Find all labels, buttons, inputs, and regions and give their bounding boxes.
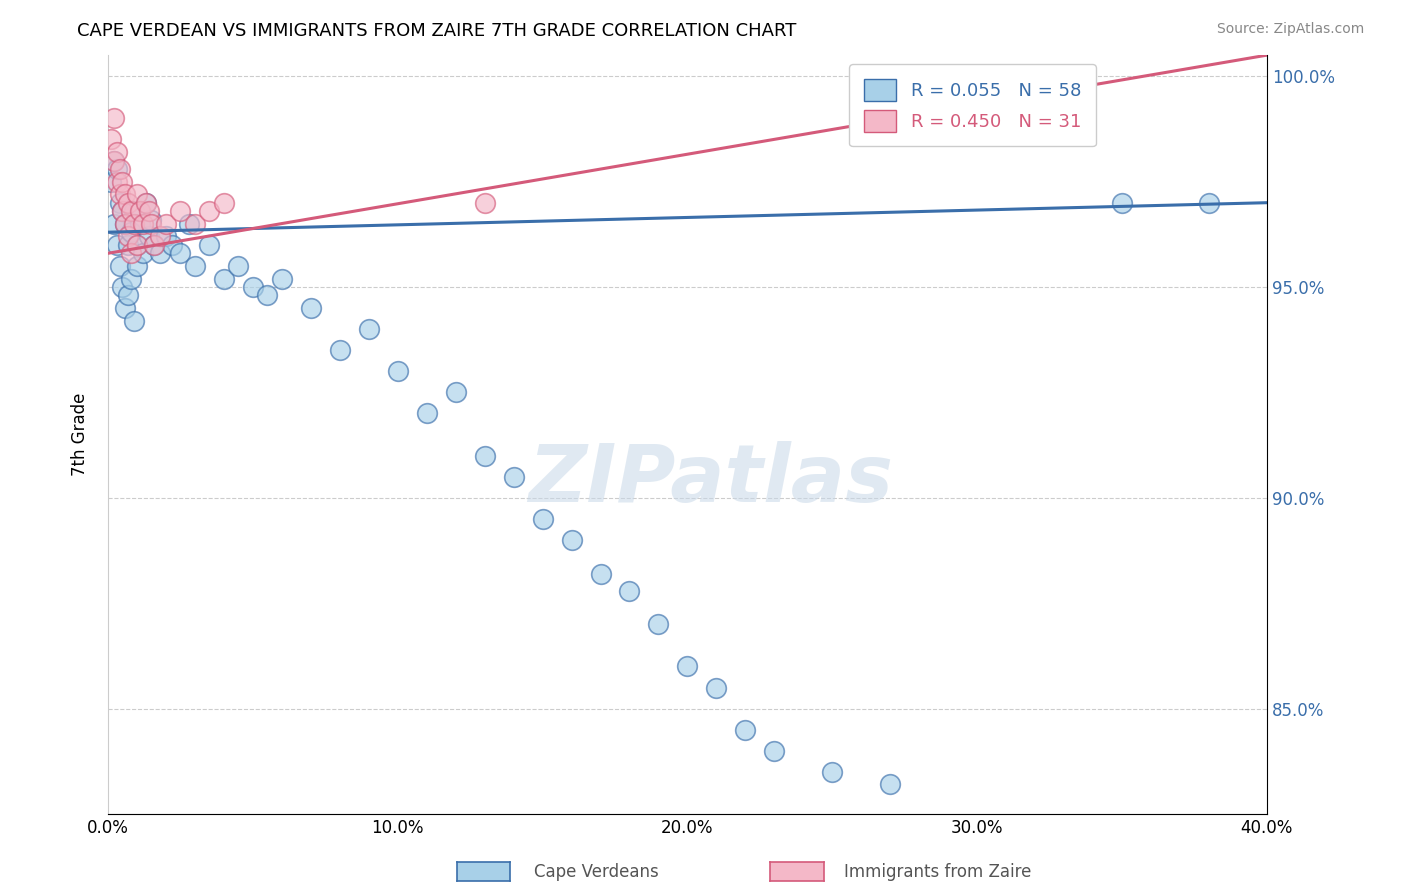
Point [141, 217, 163, 231]
Point [763, 744, 786, 758]
Point [444, 385, 467, 400]
Point [212, 195, 235, 210]
Point [122, 204, 145, 219]
Point [128, 204, 150, 219]
Point [120, 225, 142, 239]
Point [706, 681, 728, 695]
Point [132, 246, 155, 260]
Point [120, 246, 142, 260]
Point [169, 246, 191, 260]
Point [1198, 195, 1220, 210]
Point [143, 238, 166, 252]
Point [100, 175, 122, 189]
Text: Immigrants from Zaire: Immigrants from Zaire [844, 863, 1031, 881]
Point [143, 238, 166, 252]
Point [114, 301, 136, 315]
Point [103, 217, 125, 231]
Point [734, 723, 756, 737]
Point [103, 153, 125, 168]
Point [647, 617, 669, 632]
Point [821, 764, 844, 779]
Point [169, 204, 191, 219]
Point [138, 204, 160, 219]
Point [179, 217, 201, 231]
Point [184, 217, 207, 231]
Point [125, 238, 148, 252]
Point [117, 238, 139, 252]
Legend: R = 0.055   N = 58, R = 0.450   N = 31: R = 0.055 N = 58, R = 0.450 N = 31 [849, 64, 1095, 146]
Point [212, 271, 235, 285]
Point [128, 217, 150, 231]
Point [111, 204, 134, 219]
Point [111, 175, 134, 189]
Point [531, 512, 554, 526]
Point [117, 288, 139, 302]
Point [589, 566, 612, 581]
Point [120, 271, 142, 285]
Text: CAPE VERDEAN VS IMMIGRANTS FROM ZAIRE 7TH GRADE CORRELATION CHART: CAPE VERDEAN VS IMMIGRANTS FROM ZAIRE 7T… [77, 22, 797, 40]
Point [105, 161, 128, 176]
Point [155, 229, 177, 244]
Point [184, 259, 207, 273]
Point [242, 280, 264, 294]
Point [114, 217, 136, 231]
Point [138, 229, 160, 244]
Point [1111, 195, 1133, 210]
Point [256, 288, 278, 302]
Point [135, 195, 157, 210]
Text: Cape Verdeans: Cape Verdeans [534, 863, 659, 881]
Point [108, 187, 131, 202]
Point [619, 583, 641, 598]
Point [114, 187, 136, 202]
Point [125, 238, 148, 252]
Point [299, 301, 322, 315]
Point [387, 364, 409, 378]
Point [103, 112, 125, 126]
Point [415, 407, 437, 421]
Y-axis label: 7th Grade: 7th Grade [72, 392, 89, 476]
Point [149, 246, 172, 260]
Point [132, 217, 155, 231]
Point [561, 533, 583, 547]
Point [125, 187, 148, 202]
Point [111, 280, 134, 294]
Point [120, 204, 142, 219]
Point [474, 449, 496, 463]
Point [105, 238, 128, 252]
Point [122, 217, 145, 231]
Text: Source: ZipAtlas.com: Source: ZipAtlas.com [1216, 22, 1364, 37]
Point [100, 132, 122, 146]
Point [676, 659, 699, 673]
Point [105, 175, 128, 189]
Text: ZIPatlas: ZIPatlas [529, 442, 893, 519]
Point [198, 238, 221, 252]
Point [329, 343, 352, 358]
Point [198, 204, 221, 219]
Point [270, 271, 292, 285]
Point [879, 777, 901, 791]
Point [141, 212, 163, 227]
Point [108, 161, 131, 176]
Point [108, 195, 131, 210]
Point [108, 259, 131, 273]
Point [474, 195, 496, 210]
Point [122, 314, 145, 328]
Point [357, 322, 380, 336]
Point [502, 469, 524, 483]
Point [160, 238, 183, 252]
Point [114, 217, 136, 231]
Point [117, 195, 139, 210]
Point [105, 145, 128, 160]
Point [117, 229, 139, 244]
Point [125, 259, 148, 273]
Point [111, 204, 134, 219]
Point [228, 259, 250, 273]
Point [149, 229, 172, 244]
Point [103, 153, 125, 168]
Point [155, 217, 177, 231]
Point [135, 195, 157, 210]
